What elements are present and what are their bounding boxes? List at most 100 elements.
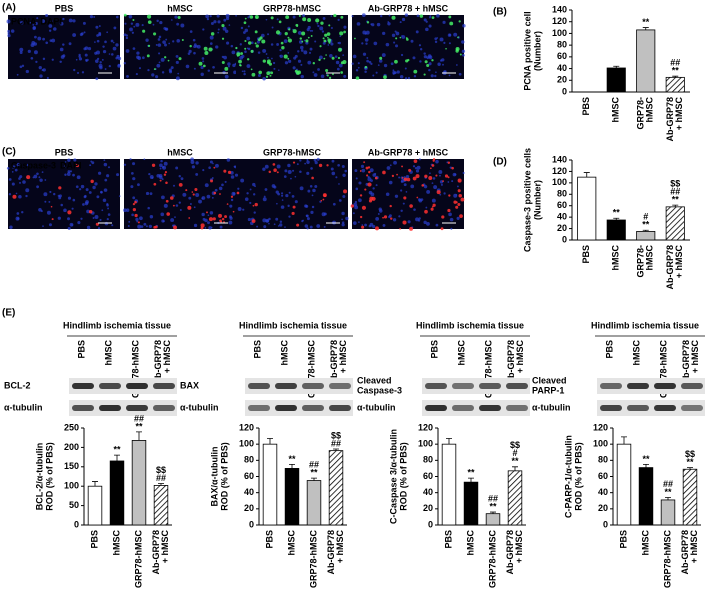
stain-dot <box>287 57 290 60</box>
nucleus <box>410 184 415 189</box>
nucleus <box>257 74 261 77</box>
nucleus <box>202 28 205 31</box>
nucleus <box>45 13 49 18</box>
nucleus <box>364 70 367 73</box>
stain-dot <box>458 20 461 23</box>
nucleus <box>135 217 139 222</box>
nucleus <box>318 55 323 60</box>
nucleus <box>188 196 192 200</box>
image-background <box>8 159 120 229</box>
nucleus <box>390 62 394 66</box>
nucleus <box>72 198 76 202</box>
nucleus <box>434 40 438 44</box>
stain-dot <box>324 33 328 37</box>
nucleus <box>112 46 117 51</box>
nucleus <box>244 197 249 201</box>
stain-dot <box>394 59 398 64</box>
nucleus <box>21 210 24 214</box>
nucleus <box>17 217 20 220</box>
stain-dot <box>441 215 445 219</box>
nucleus <box>187 52 191 55</box>
nucleus <box>254 185 256 188</box>
nucleus <box>440 183 443 186</box>
y-tick-label: 40 <box>598 487 608 497</box>
nucleus <box>57 216 61 220</box>
significance-mark: ** <box>467 467 475 477</box>
nucleus <box>94 41 96 43</box>
nucleus <box>82 21 86 25</box>
nucleus <box>182 192 187 197</box>
nucleus <box>43 192 48 197</box>
nucleus <box>425 20 428 23</box>
nucleus <box>288 191 291 194</box>
nucleus <box>125 36 129 40</box>
stain-dot <box>178 182 183 187</box>
nucleus <box>11 171 14 173</box>
nucleus <box>103 188 108 192</box>
nucleus <box>331 171 336 176</box>
nucleus <box>147 206 150 210</box>
nucleus <box>407 220 411 224</box>
nucleus <box>305 214 309 218</box>
x-tick-label: GRP78- <box>636 97 646 130</box>
significance-mark: ## <box>488 493 498 503</box>
blot-band <box>600 405 622 411</box>
nucleus <box>372 187 375 190</box>
nucleus <box>209 211 214 215</box>
nucleus <box>155 75 159 79</box>
error-bar <box>672 204 679 207</box>
nucleus <box>102 198 107 202</box>
blot-strip <box>422 400 530 416</box>
stain-dot <box>299 37 302 40</box>
stain-dot <box>284 31 288 36</box>
nucleus <box>206 194 211 199</box>
nucleus <box>156 173 161 178</box>
nucleus <box>351 15 354 18</box>
stain-label: DAPI <box>60 160 82 170</box>
nucleus <box>341 165 345 168</box>
y-tick-label: 120 <box>239 422 254 432</box>
nucleus <box>92 185 96 190</box>
nucleus <box>111 53 114 56</box>
nucleus <box>396 70 400 74</box>
nucleus <box>123 33 127 37</box>
y-tick-label: 40 <box>244 487 254 497</box>
stain-dot <box>451 166 454 170</box>
nucleus <box>413 208 416 211</box>
stain-dot <box>178 57 182 61</box>
stain-dot <box>457 36 459 39</box>
nucleus <box>118 195 121 197</box>
blot-row-label: Cleaved <box>532 375 567 385</box>
nucleus <box>427 54 432 59</box>
stain-dot <box>244 17 247 20</box>
nucleus <box>224 74 229 79</box>
nucleus <box>216 14 220 18</box>
nucleus <box>229 204 233 208</box>
nucleus <box>361 13 366 17</box>
bar <box>660 499 676 526</box>
nucleus <box>190 160 195 165</box>
nucleus <box>42 68 46 72</box>
y-tick-label: 140 <box>552 4 567 14</box>
blot-header: Hindlimb ischemia tissue <box>239 320 347 330</box>
nucleus <box>19 181 21 184</box>
stain-dot <box>172 204 175 207</box>
error-bar <box>490 511 496 514</box>
y-tick-label: 0 <box>428 519 433 529</box>
stain-dot <box>327 38 332 43</box>
nucleus <box>123 62 126 65</box>
nucleus <box>202 60 205 63</box>
nucleus <box>354 200 358 204</box>
stain-dot <box>421 184 425 187</box>
nucleus <box>262 77 266 81</box>
stain-dot <box>212 217 216 221</box>
nucleus <box>271 184 276 188</box>
nucleus <box>387 21 390 23</box>
nucleus <box>108 53 111 55</box>
nucleus <box>32 25 36 30</box>
blot-row-label: BAX <box>180 380 199 390</box>
nucleus <box>230 44 234 48</box>
nucleus <box>246 64 251 68</box>
nucleus <box>214 163 219 168</box>
stain-dot <box>389 204 392 208</box>
